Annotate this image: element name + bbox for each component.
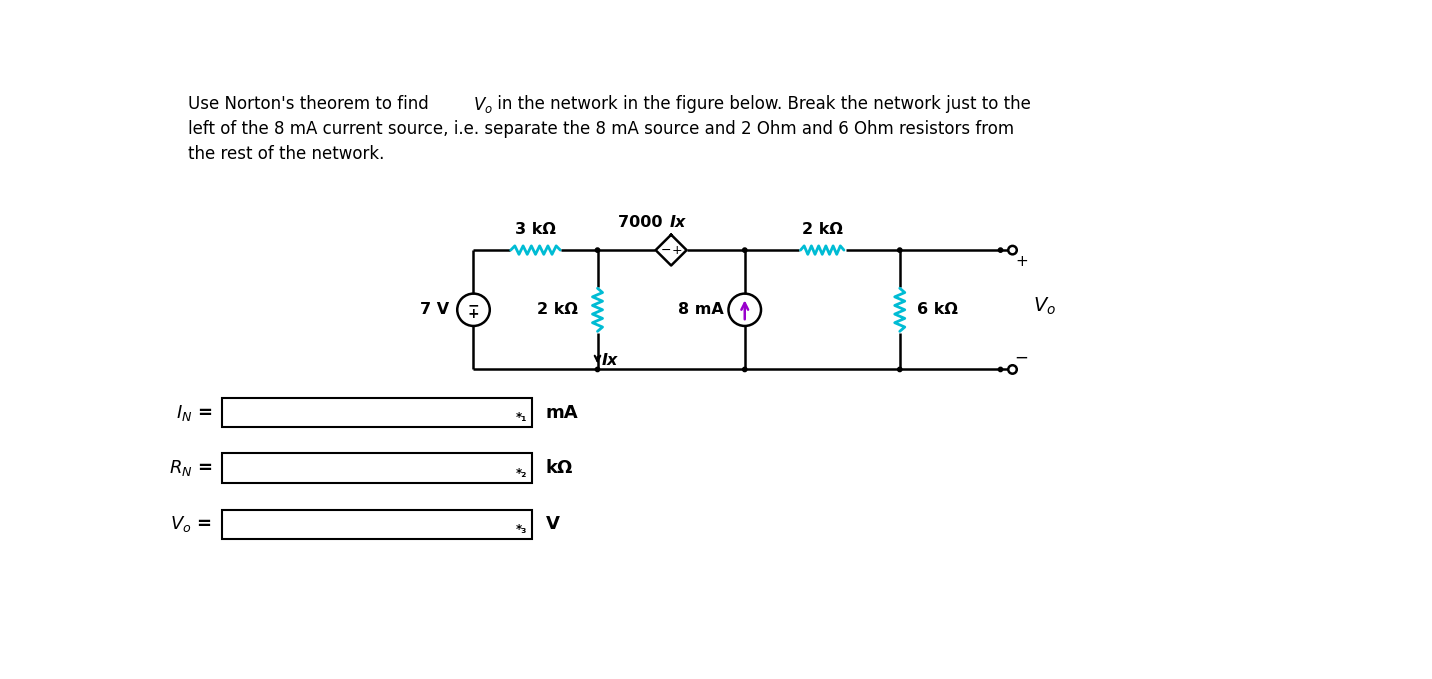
Circle shape bbox=[898, 367, 902, 371]
Text: 6 kΩ: 6 kΩ bbox=[916, 302, 958, 317]
Text: *₃: *₃ bbox=[516, 523, 527, 536]
Text: *₂: *₂ bbox=[516, 466, 527, 479]
Circle shape bbox=[898, 248, 902, 253]
Circle shape bbox=[743, 367, 748, 371]
Text: the rest of the network.: the rest of the network. bbox=[188, 145, 385, 164]
Bar bbox=[222, 454, 531, 483]
Bar bbox=[222, 510, 531, 539]
Circle shape bbox=[596, 367, 600, 371]
Text: $V_o$: $V_o$ bbox=[1032, 295, 1057, 316]
Text: $V_o$: $V_o$ bbox=[474, 94, 494, 115]
Text: +: + bbox=[1015, 254, 1028, 269]
Text: Use Norton's theorem to find: Use Norton's theorem to find bbox=[188, 94, 434, 113]
Text: 2 kΩ: 2 kΩ bbox=[537, 302, 579, 317]
Text: *₁: *₁ bbox=[516, 411, 527, 424]
Text: Ix: Ix bbox=[601, 352, 619, 368]
Text: in the network in the figure below. Break the network just to the: in the network in the figure below. Brea… bbox=[493, 94, 1031, 113]
Text: V: V bbox=[546, 515, 560, 533]
Circle shape bbox=[998, 248, 1002, 253]
Text: $I_N$ =: $I_N$ = bbox=[176, 403, 212, 422]
Text: −: − bbox=[468, 298, 480, 312]
Text: −: − bbox=[660, 244, 672, 257]
Text: $R_N$ =: $R_N$ = bbox=[169, 458, 212, 478]
Text: mA: mA bbox=[546, 403, 579, 422]
Text: +: + bbox=[672, 244, 682, 257]
Circle shape bbox=[998, 367, 1002, 371]
Text: 2 kΩ: 2 kΩ bbox=[802, 222, 843, 237]
Text: 3 kΩ: 3 kΩ bbox=[516, 222, 556, 237]
Text: −: − bbox=[1014, 349, 1028, 367]
Circle shape bbox=[596, 248, 600, 253]
Text: $V_o$ =: $V_o$ = bbox=[170, 514, 212, 534]
Text: +: + bbox=[468, 308, 480, 321]
Text: Ix: Ix bbox=[670, 215, 686, 230]
Text: 7000: 7000 bbox=[617, 215, 667, 230]
Text: left of the 8 mA current source, i.e. separate the 8 mA source and 2 Ohm and 6 O: left of the 8 mA current source, i.e. se… bbox=[188, 120, 1014, 138]
Text: 8 mA: 8 mA bbox=[679, 302, 723, 317]
Text: 7 V: 7 V bbox=[420, 302, 448, 317]
Circle shape bbox=[743, 248, 748, 253]
Text: kΩ: kΩ bbox=[546, 459, 573, 477]
Bar bbox=[222, 398, 531, 427]
